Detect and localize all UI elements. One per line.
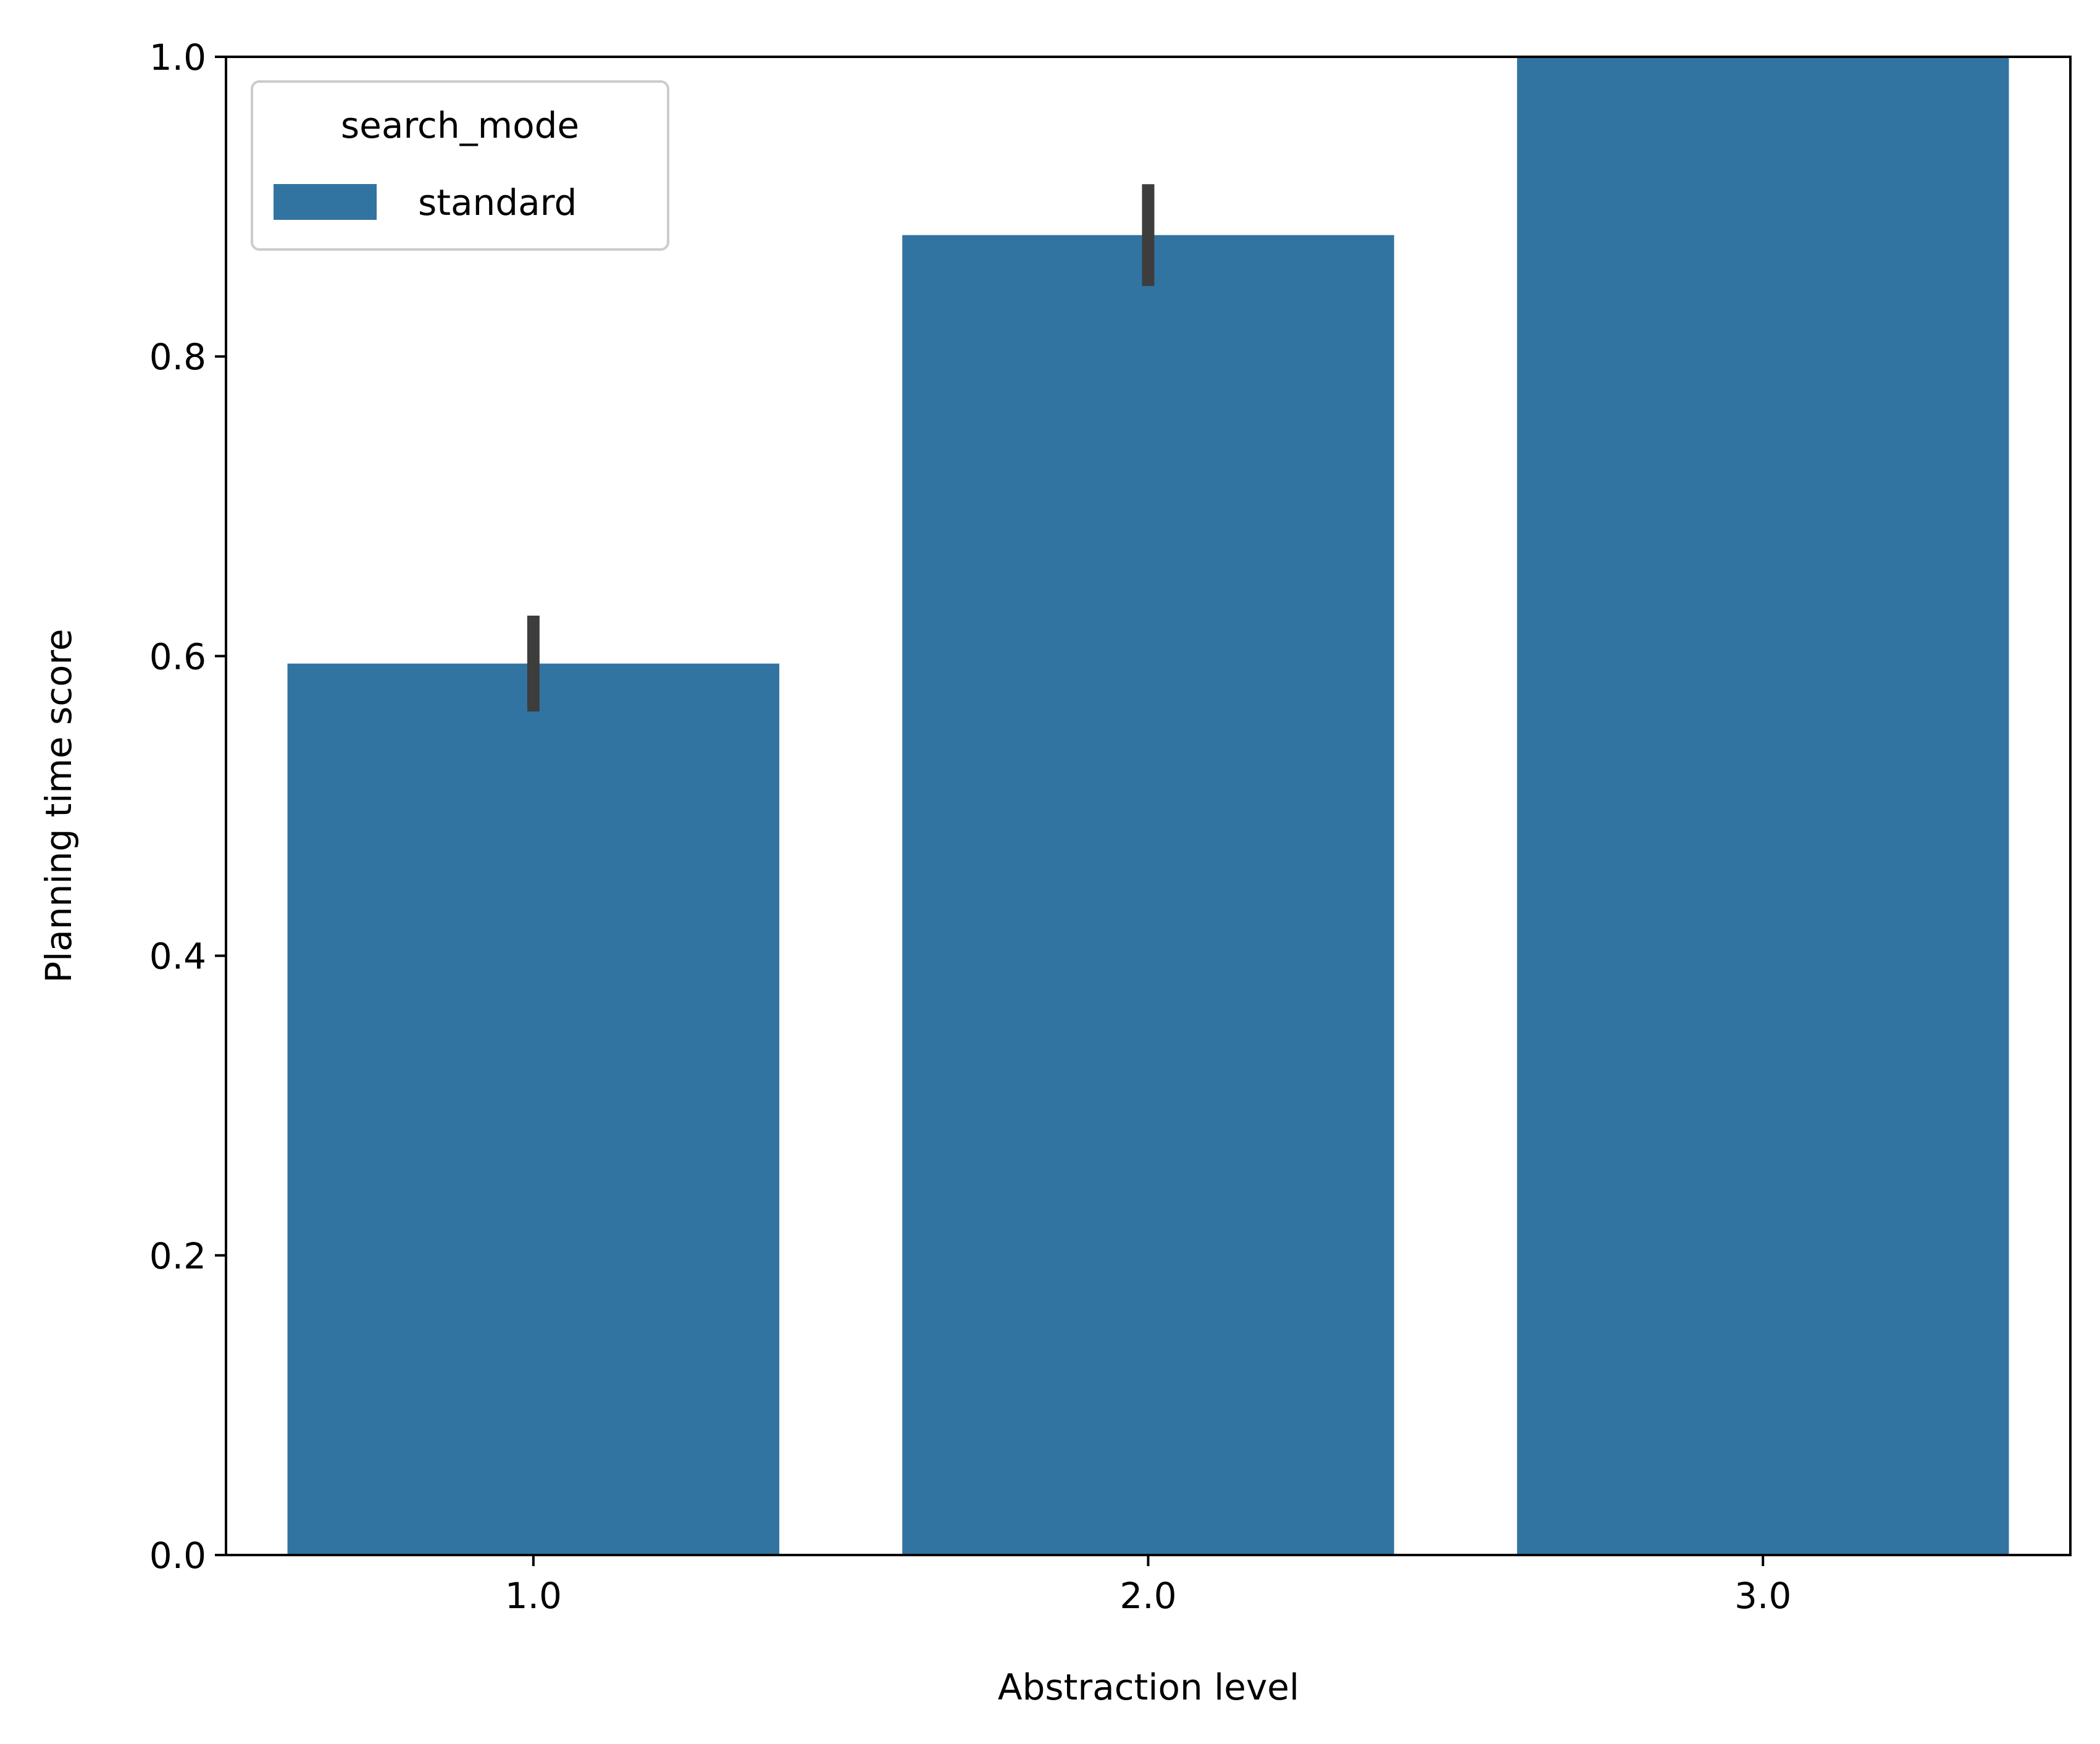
bar-3-0 [1516,57,2009,1555]
legend-label-standard: standard [418,182,577,224]
y-axis: 0.0 0.2 0.4 0.6 0.8 1.0 [149,36,226,1577]
y-tick-label: 0.4 [149,936,206,978]
y-tick-label: 0.0 [149,1535,206,1577]
x-tick-label: 3.0 [1734,1575,1791,1617]
y-tick-label: 0.6 [149,635,206,677]
legend: search_mode standard [251,80,669,251]
error-bars-layer [527,184,1155,712]
x-axis: 1.0 2.0 3.0 [505,1555,1791,1617]
y-tick-label: 0.2 [149,1235,206,1277]
legend-title: search_mode [341,104,579,146]
bars-layer [287,57,2009,1555]
x-tick-label: 1.0 [505,1575,562,1617]
bar-1-0 [287,663,780,1555]
x-tick-label: 2.0 [1119,1575,1176,1617]
x-axis-title: Abstraction level [998,1666,1299,1708]
y-axis-title: Planning time score [38,629,80,983]
bar-2-0 [902,235,1394,1555]
y-tick-label: 0.8 [149,336,206,378]
y-tick-label: 1.0 [149,36,206,78]
legend-swatch-standard [274,184,377,220]
